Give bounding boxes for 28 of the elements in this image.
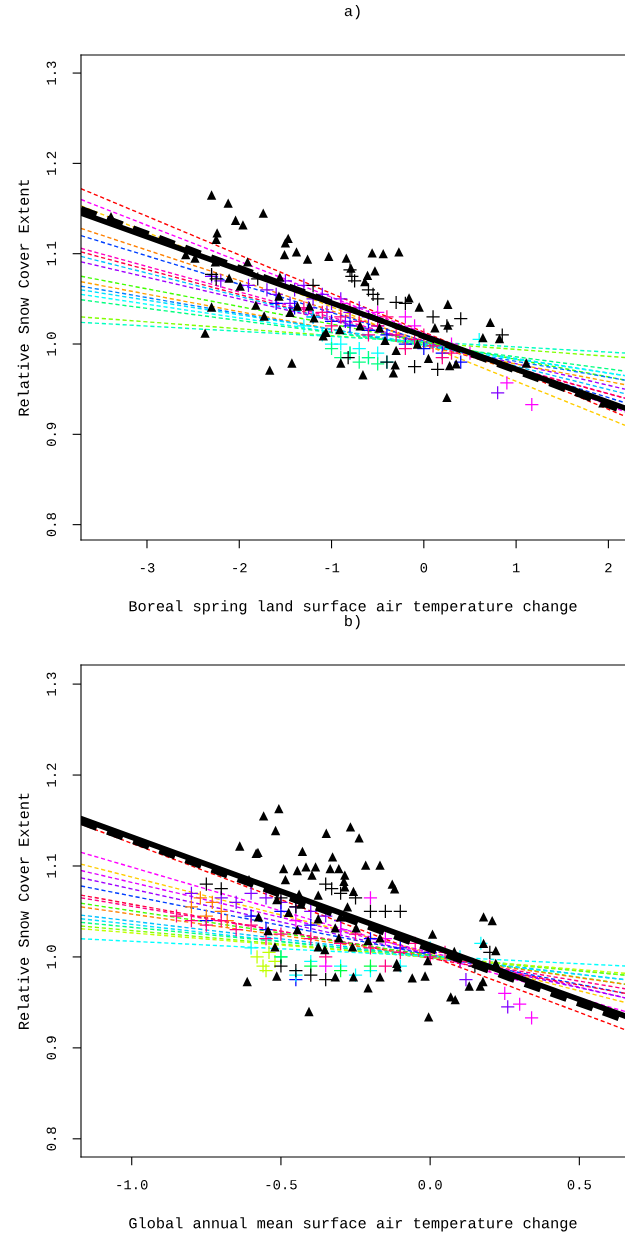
x-tick-label: -3 bbox=[140, 563, 155, 573]
y-tick-label: 1.1 bbox=[46, 241, 56, 266]
x-axis-title: Boreal spring land surface air temperature change bbox=[129, 600, 577, 615]
x-axis-title: Global annual mean surface air temperature change bbox=[129, 1217, 577, 1232]
chart-title: a) bbox=[344, 5, 360, 20]
x-tick-label: -1.0 bbox=[117, 1180, 148, 1190]
y-axis-title: Relative Snow Cover Extent bbox=[17, 793, 29, 1029]
y-tick-label: 1.2 bbox=[46, 151, 56, 175]
x-tick-label: -1 bbox=[325, 563, 340, 573]
y-tick-label: 0.8 bbox=[46, 1127, 57, 1151]
y-tick-label: 1.1 bbox=[46, 854, 56, 878]
y-tick-label: 0.8 bbox=[46, 513, 57, 537]
y-tick-label: 1.0 bbox=[46, 945, 57, 969]
y-tick-label: 1.0 bbox=[46, 332, 57, 356]
x-tick-label: 0.0 bbox=[418, 1180, 442, 1190]
y-tick-label: 0.9 bbox=[46, 422, 57, 446]
y-tick-label: 1.2 bbox=[46, 763, 56, 787]
x-tick-label: 1 bbox=[512, 563, 520, 573]
y-tick-label: 1.3 bbox=[46, 61, 57, 85]
x-tick-label: 2 bbox=[605, 563, 612, 573]
x-tick-label: 0.5 bbox=[567, 1180, 591, 1190]
x-tick-label: -0.5 bbox=[266, 1180, 297, 1190]
y-axis-title: Relative Snow Cover Extent bbox=[17, 179, 29, 416]
chart-title: b) bbox=[345, 615, 360, 630]
x-tick-label: 0 bbox=[420, 563, 428, 573]
y-tick-label: 0.9 bbox=[46, 1036, 57, 1060]
y-tick-label: 1.3 bbox=[46, 672, 57, 696]
x-tick-label: -2 bbox=[233, 563, 247, 573]
